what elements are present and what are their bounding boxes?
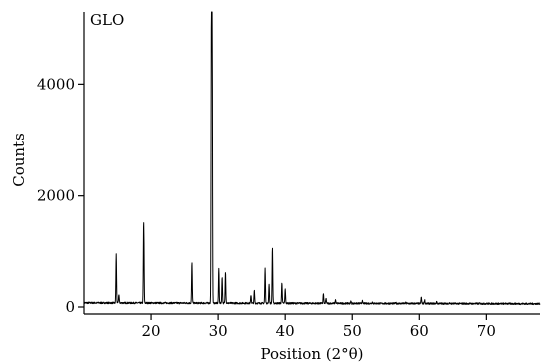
panel-label: GLO xyxy=(90,11,124,29)
x-tick-label: 30 xyxy=(209,322,228,340)
x-tick-label: 50 xyxy=(343,322,362,340)
x-tick-label: 60 xyxy=(410,322,429,340)
y-tick-label: 2000 xyxy=(37,187,75,205)
x-axis-title: Position (2°θ) xyxy=(260,345,363,363)
diffraction-pattern-line xyxy=(83,11,541,306)
y-tick-label: 0 xyxy=(65,298,75,316)
y-axis-title: Counts xyxy=(10,133,28,187)
x-ticks: 20 30 40 50 60 70 xyxy=(142,314,496,340)
x-tick-label: 70 xyxy=(477,322,496,340)
y-tick-label: 4000 xyxy=(37,75,75,93)
axes xyxy=(83,12,540,315)
x-tick-label: 40 xyxy=(276,322,295,340)
x-tick-label: 20 xyxy=(142,322,161,340)
y-ticks: 0 2000 4000 xyxy=(37,75,84,316)
